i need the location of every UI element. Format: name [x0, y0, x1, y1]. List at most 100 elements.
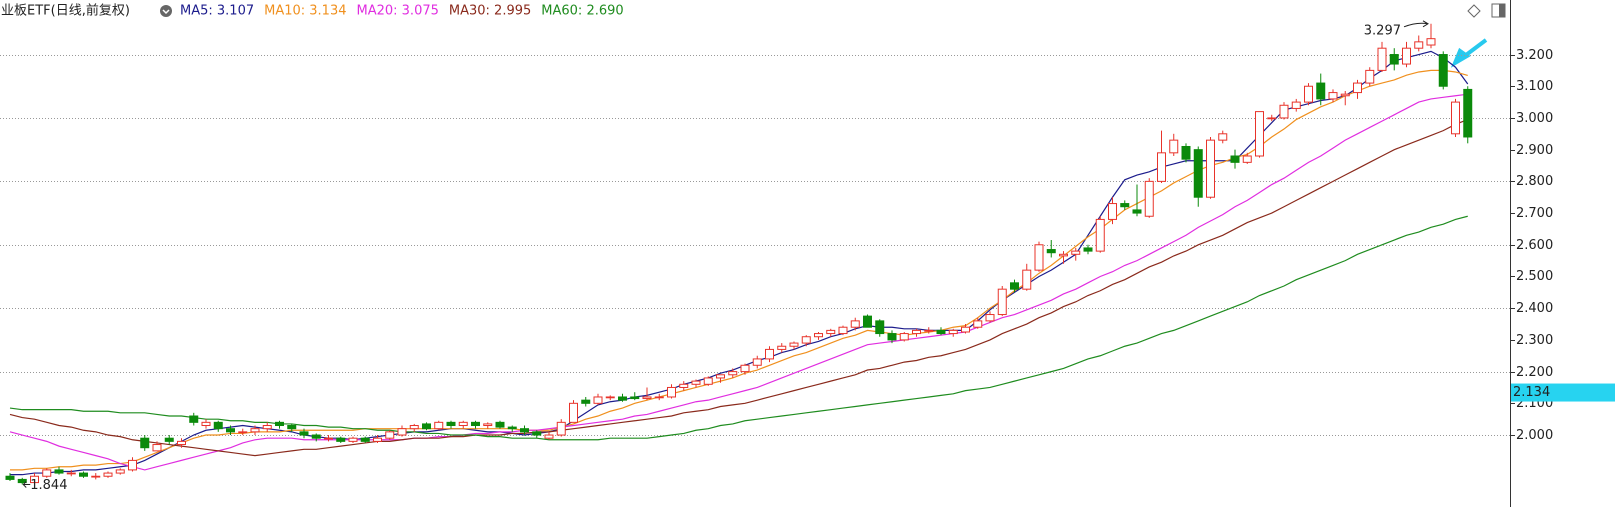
ma-menu-icon[interactable]	[160, 5, 172, 17]
candle-body	[152, 444, 162, 452]
candle-body	[1377, 47, 1387, 71]
candle-body	[850, 320, 860, 328]
y-tick-label: 2.400	[1516, 301, 1553, 316]
candle-body	[1157, 152, 1166, 182]
legend-entry: MA30: 2.995	[449, 4, 531, 19]
y-tick-label: 2.300	[1516, 333, 1553, 348]
y-tick-label: 2.700	[1516, 206, 1553, 221]
candle-body	[262, 425, 272, 430]
candle-body	[446, 421, 456, 427]
y-tick-label: 3.200	[1516, 48, 1553, 63]
candle-body	[373, 437, 382, 442]
candle-body	[1230, 155, 1240, 163]
candle-body	[5, 475, 15, 480]
high-arrow	[1403, 20, 1429, 28]
candle-body	[299, 431, 309, 436]
candle-body	[777, 345, 787, 350]
candle-body	[275, 421, 284, 427]
candle-body	[177, 440, 186, 446]
high-label: 3.297	[1364, 23, 1401, 38]
low-arrow	[22, 481, 31, 488]
price-tag-label: 2.134	[1513, 385, 1550, 400]
candle-body	[189, 415, 199, 423]
candle-body	[532, 431, 542, 436]
ma-line	[9, 93, 1468, 471]
candle-body	[336, 437, 346, 442]
candle-body	[1169, 139, 1179, 154]
price-tag-box	[1511, 383, 1615, 402]
candle-body	[667, 386, 676, 398]
candle-body	[899, 333, 909, 341]
candle-body	[654, 396, 664, 399]
candle-body	[434, 421, 444, 430]
candle-body	[458, 421, 468, 427]
candle-body	[1083, 247, 1093, 252]
candle-body	[1034, 244, 1044, 271]
candle-body	[79, 472, 88, 477]
candle-body	[1389, 54, 1399, 65]
candles	[5, 23, 1473, 485]
candle-body	[801, 336, 811, 344]
ma-line	[9, 215, 1468, 441]
candle-body	[409, 425, 419, 430]
candle-body	[826, 329, 836, 335]
panel-icon-part	[1499, 4, 1505, 17]
candle-body	[1120, 203, 1130, 208]
y-tick-label: 2.200	[1516, 365, 1553, 380]
candle-body	[887, 333, 897, 341]
candle-body	[385, 431, 395, 439]
candle-body	[311, 434, 321, 439]
candle-body	[642, 396, 652, 400]
highlight-arrow	[1450, 38, 1488, 68]
candle-body	[397, 428, 407, 436]
candle-body	[814, 333, 823, 338]
candle-body	[1108, 203, 1117, 220]
candle-body	[238, 431, 248, 434]
candle-body	[1059, 253, 1068, 257]
y-tick-label: 3.100	[1516, 79, 1553, 94]
candle-body	[1340, 93, 1350, 97]
ma-line	[10, 50, 1469, 476]
draw-icon[interactable]	[1467, 4, 1481, 18]
candle-body	[1193, 149, 1203, 198]
candle-body	[1046, 249, 1056, 254]
candle-body	[948, 329, 958, 335]
candle-body	[1242, 155, 1252, 163]
candle-body	[128, 459, 137, 471]
candle-body	[1010, 282, 1019, 290]
candle-body	[348, 437, 358, 442]
candle-body	[924, 329, 934, 332]
candle-body	[912, 329, 921, 335]
candle-body	[1267, 117, 1277, 120]
candle-body	[752, 358, 762, 366]
candle-body	[1451, 101, 1460, 135]
candle-body	[605, 396, 615, 399]
candle-body	[54, 469, 64, 474]
candle-body	[1291, 101, 1301, 109]
candle-body	[1438, 54, 1448, 87]
candle-body	[1316, 82, 1326, 100]
y-tick-label: 2.900	[1516, 143, 1553, 158]
candle-body	[360, 437, 370, 442]
ma-line	[9, 118, 1468, 457]
legend-entry: MA20: 3.075	[357, 4, 439, 19]
candle-body	[140, 437, 150, 449]
candle-body	[287, 425, 297, 430]
candle-body	[863, 315, 872, 328]
candle-body	[1206, 139, 1215, 198]
candle-body	[1353, 82, 1362, 94]
candle-body	[1071, 250, 1081, 255]
candle-body	[507, 426, 517, 430]
low-label: 1.844	[30, 478, 67, 493]
candle-body	[936, 329, 946, 335]
candle-body	[1402, 47, 1411, 65]
candle-body	[716, 374, 725, 379]
candle-body	[1144, 180, 1154, 217]
y-tick-label: 2.600	[1516, 238, 1553, 253]
candle-body	[1255, 111, 1264, 157]
candle-body	[544, 434, 554, 439]
candle-body	[618, 396, 627, 401]
candle-body	[679, 383, 689, 388]
candle-body	[164, 437, 174, 442]
